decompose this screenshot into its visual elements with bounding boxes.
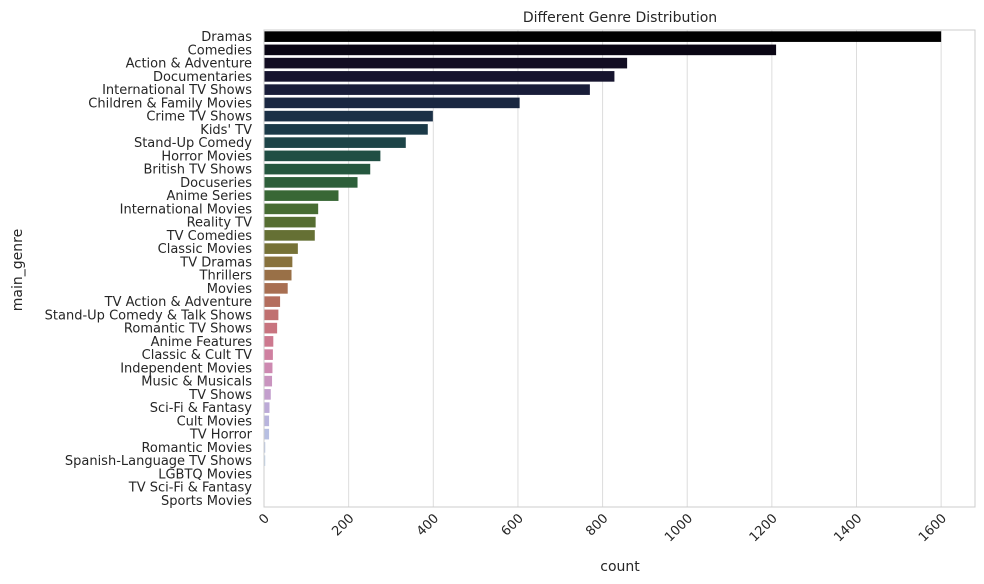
y-tick-label: Sports Movies xyxy=(161,494,252,509)
x-tick-label: 1400 xyxy=(831,511,865,545)
y-tick-label: TV Sci-Fi & Fantasy xyxy=(128,481,253,496)
bar xyxy=(264,97,520,109)
bar xyxy=(264,362,273,374)
x-tick-label: 1000 xyxy=(662,511,696,545)
bar xyxy=(264,203,319,215)
y-tick-label: TV Shows xyxy=(188,388,252,403)
x-tick-label: 400 xyxy=(414,511,442,539)
y-tick-label: Kids' TV xyxy=(200,123,252,138)
x-tick-label: 1200 xyxy=(747,511,781,545)
x-tick-labels: 0 200 400 600 800 1000 1200 1400 1600 xyxy=(256,511,950,545)
y-tick-label: Anime Series xyxy=(166,189,252,204)
y-tick-label: International TV Shows xyxy=(102,83,252,98)
y-tick-label: Romantic TV Shows xyxy=(124,322,252,337)
y-tick-label: Thrillers xyxy=(199,269,253,284)
bar xyxy=(264,336,274,347)
y-tick-label: Anime Features xyxy=(151,335,253,350)
y-tick-label: Stand-Up Comedy xyxy=(134,136,252,151)
bar xyxy=(264,216,316,228)
bar xyxy=(264,428,270,440)
bar xyxy=(264,349,273,360)
grid-lines xyxy=(263,30,942,507)
y-tick-label: Classic & Cult TV xyxy=(142,348,252,363)
x-tick-label: 1600 xyxy=(916,511,950,545)
bar xyxy=(264,163,371,175)
bar xyxy=(264,243,298,254)
bar xyxy=(264,124,428,135)
bar xyxy=(264,309,279,321)
y-tick-label: Horror Movies xyxy=(161,149,252,164)
x-tick-label: 200 xyxy=(329,511,357,539)
bar xyxy=(264,283,288,294)
bar xyxy=(264,269,292,281)
y-tick-label: Docuseries xyxy=(180,176,252,191)
plot-frame xyxy=(263,29,976,508)
bar xyxy=(264,71,615,82)
y-tick-label: Documentaries xyxy=(153,70,252,85)
y-tick-label: TV Horror xyxy=(189,428,253,443)
y-tick-label: Children & Family Movies xyxy=(88,96,252,111)
bar xyxy=(264,322,278,334)
y-tick-label: Spanish-Language TV Shows xyxy=(65,454,252,469)
bar xyxy=(264,230,315,241)
bar xyxy=(264,415,270,427)
y-tick-label: Reality TV xyxy=(187,216,253,231)
x-tick-label: 800 xyxy=(583,511,611,539)
y-tick-label: Sci-Fi & Fantasy xyxy=(150,401,253,416)
x-tick-label: 600 xyxy=(499,511,527,539)
bars xyxy=(264,31,942,506)
bar xyxy=(264,57,628,69)
bar xyxy=(264,31,942,42)
chart-title: Different Genre Distribution xyxy=(523,10,717,26)
y-tick-label: TV Comedies xyxy=(166,229,253,244)
bar xyxy=(264,84,590,95)
bar xyxy=(264,296,281,307)
bar xyxy=(264,455,266,466)
bar xyxy=(264,190,339,201)
y-tick-label: LGBTQ Movies xyxy=(158,467,252,482)
bar xyxy=(264,44,777,56)
y-tick-label: International Movies xyxy=(120,202,253,217)
y-tick-label: Cult Movies xyxy=(177,414,253,429)
bar xyxy=(264,375,273,387)
bar xyxy=(264,110,433,122)
bar xyxy=(264,389,271,400)
bar xyxy=(264,150,381,162)
y-tick-label: Crime TV Shows xyxy=(146,110,252,125)
x-axis-label: count xyxy=(600,559,640,575)
y-axis-label: main_genre xyxy=(10,229,26,311)
bar xyxy=(264,442,266,453)
y-tick-label: Movies xyxy=(207,282,252,297)
bar xyxy=(264,177,358,188)
y-tick-label: Action & Adventure xyxy=(126,57,252,72)
x-tick-label: 0 xyxy=(256,511,272,527)
bar xyxy=(264,256,293,268)
y-tick-label: TV Action & Adventure xyxy=(104,295,252,310)
y-tick-label: Dramas xyxy=(201,30,252,45)
y-tick-label: Classic Movies xyxy=(158,242,253,257)
y-tick-label: TV Dramas xyxy=(179,255,252,270)
y-tick-label: Music & Musicals xyxy=(141,375,252,390)
bar xyxy=(264,402,270,413)
y-tick-label: Independent Movies xyxy=(120,361,252,376)
y-tick-label: British TV Shows xyxy=(143,163,252,178)
bar xyxy=(264,137,406,148)
y-tick-label: Romantic Movies xyxy=(141,441,252,456)
y-tick-label: Comedies xyxy=(188,43,253,58)
y-tick-label: Stand-Up Comedy & Talk Shows xyxy=(45,308,253,323)
